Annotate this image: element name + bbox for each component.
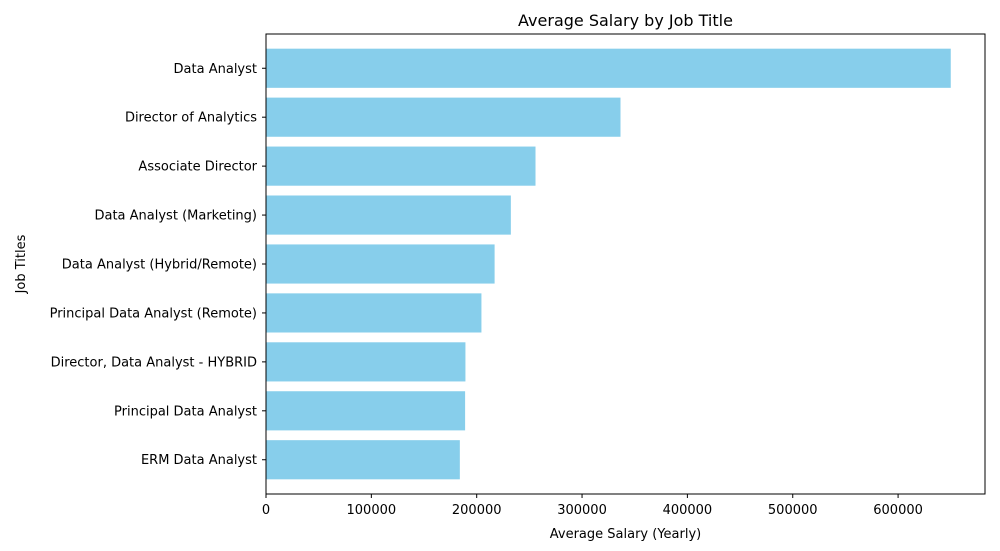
bar-erm-data-analyst [266, 440, 460, 480]
bar-data-analyst [266, 48, 951, 88]
bar-principal-data-analyst [266, 391, 466, 431]
y-tick-label: Director, Data Analyst - HYBRID [51, 355, 257, 370]
x-tick-label: 300000 [557, 503, 607, 518]
x-tick-label: 600000 [873, 503, 923, 518]
bar-principal-data-analyst-remote [266, 293, 482, 333]
bar-data-analyst-hybrid-remote [266, 244, 495, 284]
x-tick-label: 0 [262, 503, 270, 518]
y-tick-label: Data Analyst (Hybrid/Remote) [62, 258, 257, 273]
y-tick-label: Data Analyst (Marketing) [94, 209, 257, 224]
bar-associate-director [266, 146, 536, 186]
x-tick-label: 100000 [347, 503, 397, 518]
bars-group [266, 48, 951, 480]
y-tick-label: Associate Director [138, 160, 257, 175]
x-axis-ticks: 0 100000 200000 300000 400000 500000 600000 [262, 494, 923, 518]
x-axis-title: Average Salary (Yearly) [550, 527, 701, 542]
y-tick-label: Principal Data Analyst [114, 404, 257, 419]
y-tick-label: ERM Data Analyst [141, 453, 257, 468]
plot-frame [265, 33, 986, 495]
x-tick-label: 500000 [768, 503, 818, 518]
x-tick-label: 400000 [663, 503, 713, 518]
chart-title: Average Salary by Job Title [518, 11, 733, 30]
y-tick-label: Director of Analytics [125, 111, 257, 126]
y-axis-title: Job Titles [14, 234, 29, 294]
x-tick-label: 200000 [452, 503, 502, 518]
bar-director-data-analyst-hybrid [266, 342, 466, 382]
y-tick-label: Principal Data Analyst (Remote) [50, 306, 257, 321]
y-axis-ticks: Data Analyst Director of Analytics Associa… [50, 62, 266, 468]
bar-data-analyst-marketing [266, 195, 511, 235]
y-tick-label: Data Analyst [174, 62, 257, 77]
bar-director-of-analytics [266, 97, 621, 137]
